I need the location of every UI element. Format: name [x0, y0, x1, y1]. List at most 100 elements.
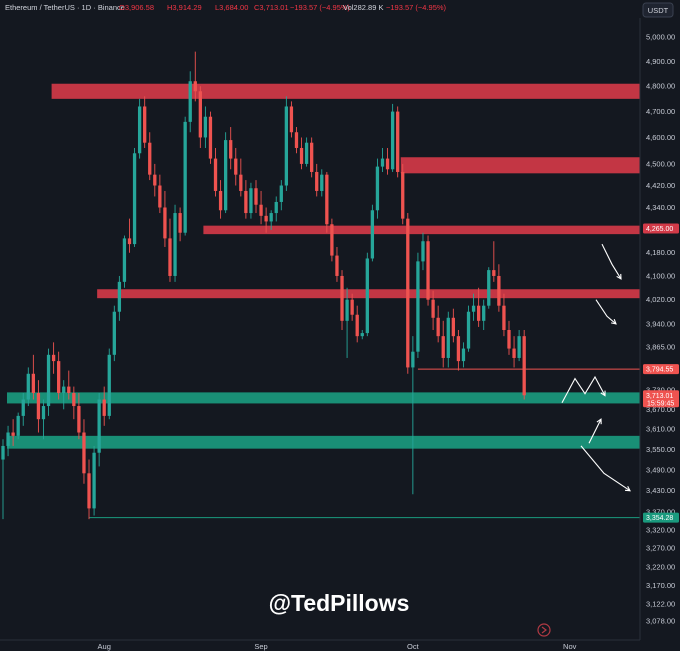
change-value: −193.57 (−4.95%) — [290, 3, 351, 12]
candle-body-69 — [350, 299, 354, 315]
candle-body-47 — [239, 174, 243, 191]
candle-body-93 — [471, 305, 476, 312]
tradingview-logo-icon — [537, 623, 551, 637]
candle-body-24 — [122, 238, 127, 282]
projection-arrow-3 — [588, 418, 602, 444]
candle-body-42 — [213, 158, 218, 191]
candle-body-18 — [92, 452, 96, 509]
price-axis[interactable]: 5,000.00 4,900.00 4,800.00 4,700.00 4,600.00… — [639, 18, 675, 640]
arrow-head-1 — [610, 319, 617, 325]
candle-body-3 — [16, 415, 20, 436]
price-tick-label: 3,078.00 — [646, 617, 675, 626]
currency-button-label: USDT — [648, 6, 669, 15]
candle-body-16 — [82, 432, 86, 474]
open-value: O3,906.58 — [119, 3, 154, 12]
projection-arrow-1 — [595, 299, 617, 325]
price-tag-label-2: 3,713.01 — [646, 393, 673, 400]
candle-body-9 — [46, 354, 51, 407]
candle-body-71 — [360, 333, 364, 337]
candle-body-60 — [304, 142, 309, 164]
candle-body-22 — [112, 311, 116, 355]
projection-arrow-2 — [561, 375, 606, 404]
candle-body-1 — [6, 432, 10, 446]
candle-body-33 — [168, 238, 172, 276]
candle-body-26 — [132, 153, 137, 245]
candle-body-68 — [345, 299, 349, 321]
candle-body-31 — [158, 185, 162, 208]
candle-body-25 — [127, 238, 132, 245]
chart-title: Ethereum / TetherUS · 1D · Binance — [5, 3, 125, 12]
candle-body-75 — [380, 158, 385, 167]
time-tick-label: Nov — [563, 642, 577, 651]
candle-body-11 — [57, 361, 61, 394]
time-tick-label: Oct — [407, 642, 420, 651]
price-tick-label: 4,600.00 — [646, 133, 675, 142]
candle-body-5 — [26, 373, 30, 400]
candle-body-37 — [188, 81, 192, 122]
price-tick-label: 5,000.00 — [646, 33, 675, 42]
projection-arrows-layer — [561, 243, 631, 492]
price-tag-sublabel-2: 15:59:45 — [647, 400, 674, 407]
candle-body-100 — [507, 330, 511, 349]
projection-arrow-0 — [601, 243, 622, 280]
candle-body-44 — [223, 140, 228, 211]
candle-body-8 — [41, 406, 46, 420]
price-tick-label: 3,550.00 — [646, 445, 675, 454]
candle-body-55 — [279, 185, 283, 202]
candle-body-4 — [21, 399, 25, 416]
price-tag-label-1: 3,794.55 — [646, 367, 673, 374]
candle-body-65 — [330, 224, 334, 256]
resistance-zone-1 — [400, 157, 640, 174]
candle-body-98 — [497, 275, 501, 306]
candle-body-63 — [320, 174, 324, 191]
candle-body-53 — [269, 213, 273, 222]
support-zone-5 — [7, 435, 640, 449]
low-value: L3,684.00 — [215, 3, 248, 12]
candle-body-89 — [451, 317, 455, 337]
candle-body-14 — [72, 393, 76, 407]
candle-body-52 — [264, 215, 268, 222]
candle-body-46 — [234, 158, 238, 175]
volume-value: Vol282.89 K — [343, 3, 383, 12]
candle-body-58 — [294, 132, 299, 148]
candle-body-30 — [153, 174, 157, 186]
price-tick-label: 4,500.00 — [646, 159, 675, 168]
price-tick-label: 3,170.00 — [646, 581, 675, 590]
price-tag-box-1 — [643, 364, 679, 375]
price-tick-label: 4,180.00 — [646, 248, 675, 257]
candle-body-0 — [1, 445, 5, 460]
candle-body-15 — [77, 406, 81, 433]
candle-body-86 — [436, 317, 440, 337]
projection-arrow-4 — [580, 445, 631, 492]
candle-body-70 — [355, 314, 359, 337]
price-tick-label: 3,320.00 — [646, 525, 675, 534]
candle-body-87 — [441, 336, 445, 358]
candle-body-49 — [249, 188, 253, 214]
watermark-text: @TedPillows — [269, 590, 410, 616]
level-lines-layer — [89, 368, 640, 519]
candle-body-39 — [198, 91, 202, 138]
candle-body-67 — [340, 275, 344, 321]
candle-body-54 — [274, 201, 278, 214]
arrow-head-0 — [616, 273, 622, 280]
candle-body-76 — [385, 158, 390, 170]
price-tick-label: 3,220.00 — [646, 562, 675, 571]
candle-body-90 — [456, 336, 461, 362]
candle-body-79 — [401, 171, 405, 219]
candle-body-34 — [173, 213, 177, 276]
time-axis[interactable]: Aug Sep Oct Nov — [0, 639, 640, 651]
price-tick-label: 3,430.00 — [646, 486, 675, 495]
time-tick-label: Aug — [98, 642, 111, 651]
candle-body-99 — [502, 305, 506, 331]
candle-body-32 — [163, 207, 167, 239]
support-zone-4 — [7, 392, 640, 404]
price-tick-label: 4,100.00 — [646, 271, 675, 280]
currency-button[interactable]: USDT — [642, 2, 674, 18]
candle-body-95 — [482, 305, 486, 321]
price-tick-label: 4,800.00 — [646, 82, 675, 91]
candle-body-43 — [218, 190, 223, 211]
arrow-head-3 — [596, 418, 602, 425]
price-tick-label: 3,730.00 — [646, 385, 675, 394]
